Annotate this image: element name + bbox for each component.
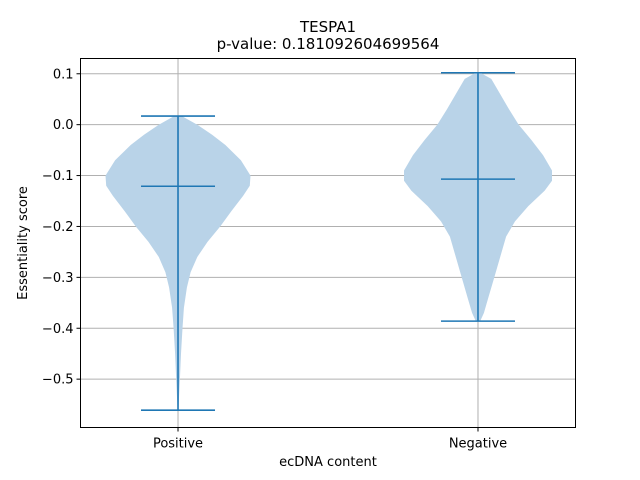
ticks: 0.1 0.0 −0.1 −0.2 −0.3 −0.4 −0.5 Positive Negati… [42,67,507,451]
x-tick-label: Negative [449,437,507,452]
plot-frame [80,58,576,428]
violins [105,71,552,411]
y-tick-label: −0.5 [42,373,74,388]
y-tick-label: 0.0 [53,118,74,133]
y-tick-label: −0.3 [42,271,74,286]
chart-subtitle: p-value: 0.181092604699564 [217,35,440,53]
y-axis-label: Essentiality score [16,186,31,300]
x-axis-label: ecDNA content [279,455,377,470]
y-tick-label: 0.1 [53,67,74,82]
chart-title: TESPA1 [299,18,356,36]
y-tick-label: −0.1 [42,169,74,184]
y-tick-label: −0.2 [42,220,74,235]
y-tick-label: −0.4 [42,322,74,337]
x-tick-label: Positive [153,437,203,452]
